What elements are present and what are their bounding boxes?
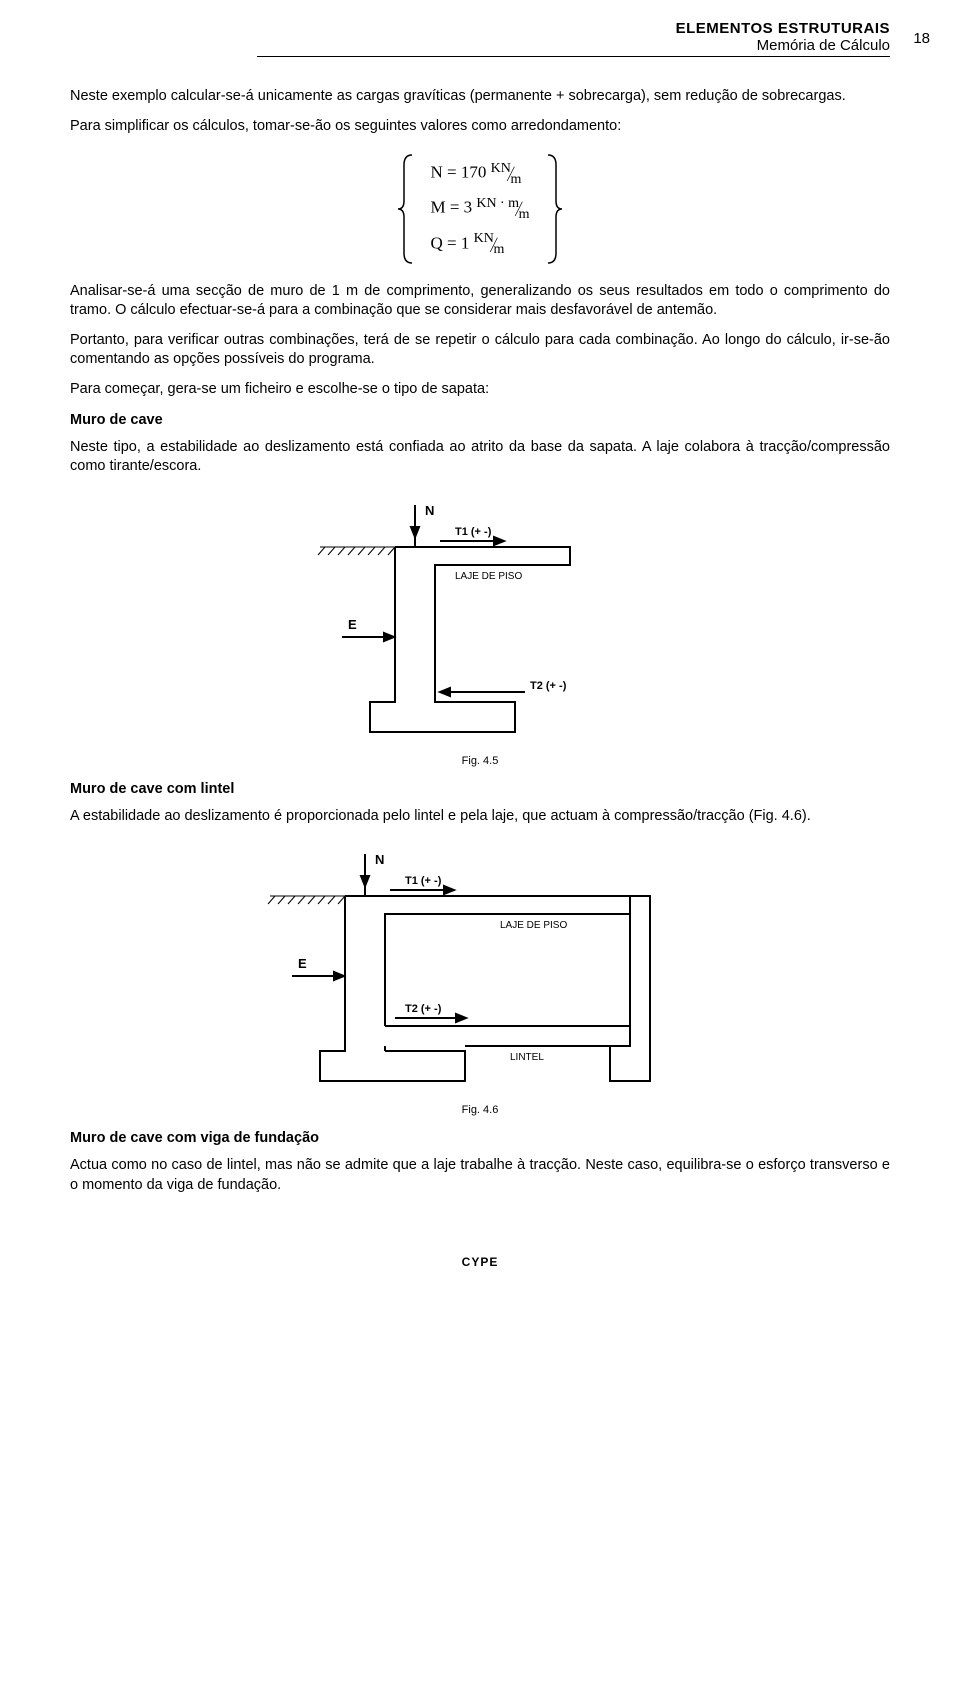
formula-block: ⎧⎨⎩ N = 170 KN∕m M = 3 KN ⋅ m∕m Q = 1 KN… [360,156,600,262]
header-subtitle: Memória de Cálculo [257,37,890,57]
page-number: 18 [913,30,930,47]
section-heading: Muro de cave [70,412,890,428]
figure-caption: Fig. 4.5 [70,755,890,767]
paragraph: A estabilidade ao deslizamento é proporc… [70,807,890,827]
figure-4-6: N T1 (+ -) LAJE DE PISO E T2 (+ -) LINTE… [70,846,890,1096]
footer: CYPE [70,1255,890,1269]
section-heading: Muro de cave com lintel [70,781,890,797]
paragraph: Neste exemplo calcular-se-á unicamente a… [70,87,890,107]
page-header: ELEMENTOS ESTRUTURAIS Memória de Cálculo… [70,20,890,57]
label-t2: T2 (+ -) [530,680,567,692]
paragraph: Actua como no caso de lintel, mas não se… [70,1156,890,1195]
formula-q: Q = 1 KN∕m [430,227,529,262]
paragraph: Analisar-se-á uma secção de muro de 1 m … [70,282,890,321]
formula-m: M = 3 KN ⋅ m∕m [430,191,529,226]
paragraph: Para começar, gera-se um ficheiro e esco… [70,380,890,400]
figure-4-5: N T1 (+ -) LAJE DE PISO E T2 (+ -) [70,497,890,747]
label-laje: LAJE DE PISO [500,920,567,931]
label-lintel: LINTEL [510,1052,544,1063]
page: ELEMENTOS ESTRUTURAIS Memória de Cálculo… [0,0,960,1309]
formula-n: N = 170 KN∕m [430,156,529,191]
formula-lines: N = 170 KN∕m M = 3 KN ⋅ m∕m Q = 1 KN∕m [430,156,529,262]
label-n: N [425,503,434,518]
label-e: E [298,956,307,971]
paragraph: Para simplificar os cálculos, tomar-se-ã… [70,117,890,137]
label-t1: T1 (+ -) [455,526,492,538]
figure-caption: Fig. 4.6 [70,1104,890,1116]
label-t2: T2 (+ -) [405,1003,442,1015]
paragraph: Portanto, para verificar outras combinaç… [70,331,890,370]
label-t1: T1 (+ -) [405,875,442,887]
section-heading: Muro de cave com viga de fundação [70,1130,890,1146]
label-n: N [375,852,384,867]
label-e: E [348,617,357,632]
header-title: ELEMENTOS ESTRUTURAIS [70,20,890,37]
paragraph: Neste tipo, a estabilidade ao deslizamen… [70,438,890,477]
label-laje: LAJE DE PISO [455,571,522,582]
